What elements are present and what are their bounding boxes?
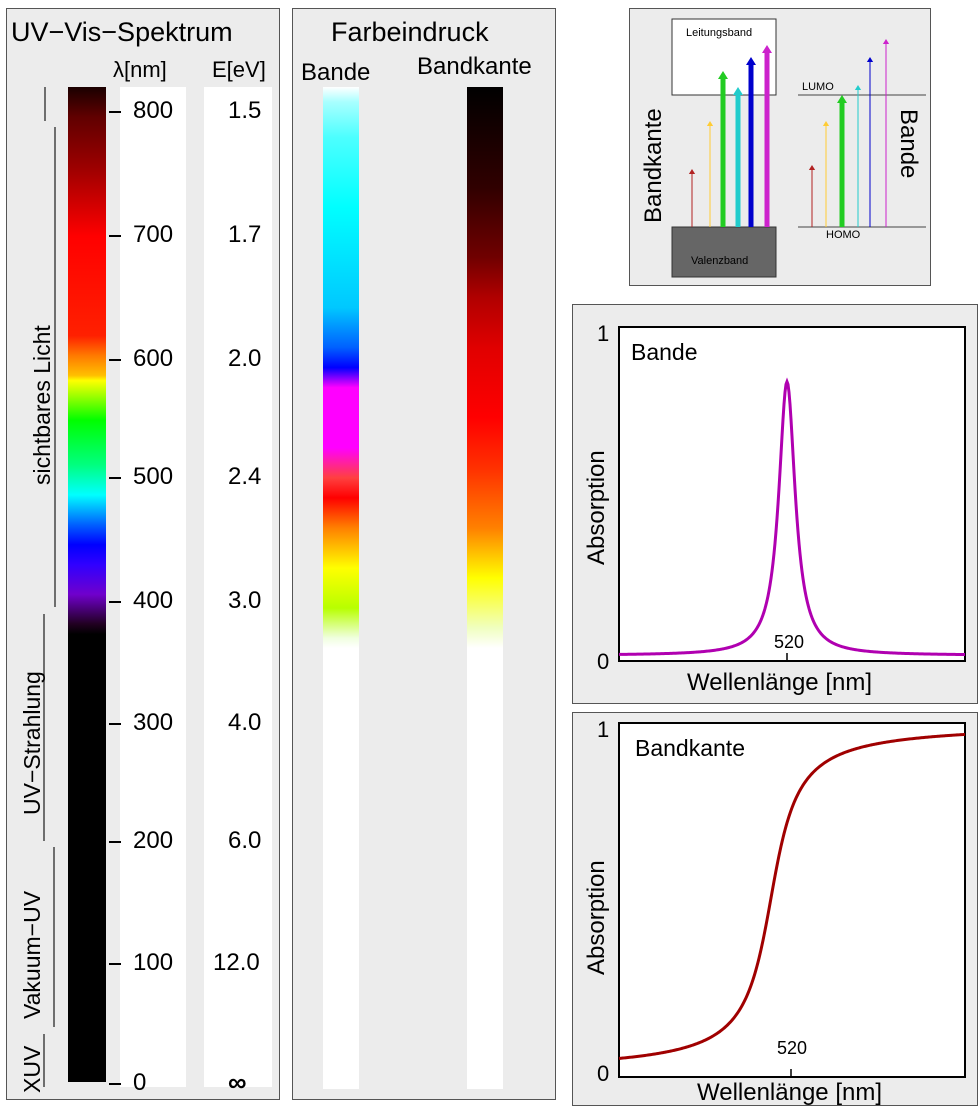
tick-row: 700 1.7 [7, 223, 281, 247]
bandkante-chart-panel: Bandkante 1 0 520 Wellenlänge [nm] Absor… [572, 712, 978, 1106]
region-label-vacuum-uv: Vakuum−UV [19, 890, 45, 1019]
wavelength-label: 400 [133, 587, 174, 614]
energy-label: 4.0 [228, 709, 262, 736]
bandgap-arrow [688, 169, 696, 227]
tick-mark [109, 723, 121, 725]
color-impression-panel: Farbeindruck Bande Bandkante [292, 8, 556, 1100]
molecular-arrow [808, 165, 816, 227]
tick-row: 0 ∞ [7, 1069, 281, 1095]
tick-mark [109, 477, 121, 479]
bande-vertical-label: Bande [895, 109, 922, 179]
molecular-arrows [808, 39, 890, 227]
lumo-label: LUMO [802, 81, 834, 93]
energy-label: 6.0 [228, 827, 262, 854]
region-brackets [43, 87, 56, 1087]
plot-frame [618, 326, 966, 662]
wavelength-label: 500 [133, 463, 174, 490]
valence-band-label: Valenzband [691, 255, 749, 267]
color-panel-title: Farbeindruck [331, 17, 489, 47]
wavelength-label: 300 [133, 709, 174, 736]
tick-mark [109, 235, 121, 237]
y-tick-label: 0 [597, 1061, 610, 1086]
tick-row: 200 6.0 [7, 829, 281, 853]
energy-label: 1.7 [228, 221, 262, 248]
wavelength-label: 700 [133, 221, 174, 248]
edge-column-label: Bandkante [417, 53, 532, 80]
absorption-curve [618, 377, 966, 657]
lambda-column-header: λ[nm] [113, 57, 167, 82]
region-label-xuv: XUV [19, 1045, 45, 1093]
edge-color-bar [467, 87, 503, 1089]
band-scheme-diagram [671, 18, 926, 278]
tick-mark [109, 601, 121, 603]
tick-mark [109, 1083, 121, 1085]
tick-mark [109, 963, 121, 965]
tick-mark [109, 841, 121, 843]
tick-mark [109, 111, 121, 113]
tick-row: 800 1.5 [7, 99, 281, 123]
wavelength-label: 800 [133, 97, 174, 124]
band-column-label: Bande [301, 59, 371, 86]
y-axis-label: Absorption [583, 450, 610, 565]
x-tick-label: 520 [774, 632, 805, 652]
wavelength-label: 200 [133, 827, 174, 854]
bandgap-arrows [688, 45, 772, 227]
absorption-curve [618, 732, 966, 1060]
molecular-arrow [882, 39, 890, 227]
tick-row: 400 3.0 [7, 589, 281, 613]
bande-chart [618, 326, 966, 662]
bandgap-arrow [718, 71, 728, 227]
energy-label: 2.4 [228, 463, 262, 490]
energy-label: ∞ [228, 1067, 247, 1097]
molecular-arrow [822, 121, 830, 227]
y-tick-label: 1 [597, 321, 610, 346]
tick-row: 600 2.0 [7, 347, 281, 371]
spectrum-panel: UV−Vis−Spektrum λ[nm] E[eV] sichtbares L… [6, 8, 280, 1100]
region-label-visible: sichtbares Licht [29, 325, 55, 485]
plot-frame [618, 722, 966, 1078]
energy-label: 2.0 [228, 345, 262, 372]
region-label-uv: UV−Strahlung [19, 671, 45, 815]
wavelength-label: 0 [133, 1069, 147, 1096]
chart-label: Bandkante [635, 735, 745, 761]
homo-label: HOMO [826, 229, 861, 241]
molecular-arrow [837, 95, 847, 227]
band-scheme-panel: Leitungsband Valenzband LUMO HOMO Bandka… [629, 8, 931, 286]
bandgap-arrow [706, 121, 714, 227]
tick-row: 300 4.0 [7, 711, 281, 735]
x-axis-label: Wellenlänge [nm] [697, 1079, 882, 1106]
bandgap-arrow [762, 45, 772, 227]
bande-chart-panel: Bande 1 0 520 Wellenlänge [nm] Absorptio… [572, 304, 978, 704]
y-axis-label: Absorption [583, 860, 610, 975]
energy-column-header: E[eV] [212, 57, 266, 82]
molecular-arrow [866, 57, 874, 227]
bandkante-chart [618, 722, 966, 1078]
spectrum-color-bar [68, 87, 106, 1082]
conduction-band-label: Leitungsband [686, 27, 753, 39]
tick-row: 500 2.4 [7, 465, 281, 489]
y-tick-label: 0 [597, 649, 610, 674]
chart-label: Bande [631, 339, 698, 365]
energy-axis-bar [204, 87, 272, 1087]
wavelength-label: 600 [133, 345, 174, 372]
energy-label: 3.0 [228, 587, 262, 614]
tick-mark [109, 359, 121, 361]
x-tick-label: 520 [777, 1038, 808, 1058]
bandgap-arrow [733, 87, 743, 227]
band-color-bar [323, 87, 359, 1089]
molecular-arrow [854, 85, 862, 227]
energy-label: 12.0 [213, 949, 260, 976]
spectrum-title: UV−Vis−Spektrum [11, 17, 233, 47]
lambda-axis-bar [120, 87, 186, 1087]
valence-band-box [671, 226, 777, 278]
bandgap-arrow [746, 57, 756, 227]
x-axis-label: Wellenlänge [nm] [687, 669, 872, 696]
tick-row: 100 12.0 [7, 951, 281, 975]
bandkante-vertical-label: Bandkante [640, 108, 667, 223]
energy-label: 1.5 [228, 97, 262, 124]
wavelength-label: 100 [133, 949, 174, 976]
y-tick-label: 1 [597, 717, 610, 742]
